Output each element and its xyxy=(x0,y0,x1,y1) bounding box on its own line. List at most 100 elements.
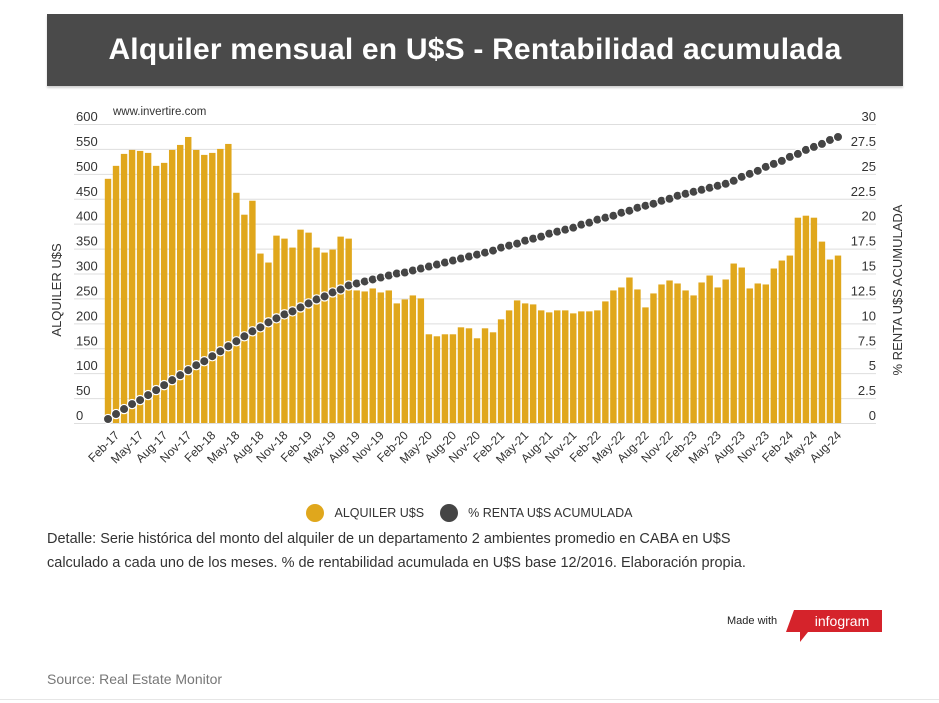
renta-point xyxy=(287,306,298,317)
bar xyxy=(754,283,761,423)
renta-point xyxy=(118,403,130,415)
bar xyxy=(193,149,200,423)
bar xyxy=(722,279,729,423)
bar xyxy=(144,152,152,424)
legend-item-alquiler[interactable]: ALQUILER U$S xyxy=(306,504,424,522)
legend-swatch-renta xyxy=(440,504,459,522)
bar xyxy=(281,238,288,423)
bar xyxy=(698,282,705,423)
legend-label-renta: % RENTA U$S ACUMULADA xyxy=(468,506,633,520)
bar xyxy=(401,299,409,423)
renta-point xyxy=(215,346,226,357)
bar xyxy=(465,328,473,423)
y-tick-label: 0 xyxy=(76,408,83,423)
renta-point xyxy=(142,389,154,401)
bar xyxy=(257,253,264,423)
bar xyxy=(176,144,184,423)
bar xyxy=(786,255,794,423)
bar xyxy=(385,290,392,423)
y-tick-label: 400 xyxy=(76,209,98,224)
watermark: www.invertire.com xyxy=(112,106,206,118)
infogram-logo[interactable]: infogram xyxy=(786,608,882,644)
bar xyxy=(650,293,657,423)
bar xyxy=(762,284,770,423)
renta-point xyxy=(752,165,763,177)
y2-tick-label: 2.5 xyxy=(858,383,876,398)
y-tick-label: 50 xyxy=(76,383,90,398)
bar xyxy=(545,312,553,423)
y-tick-label: 600 xyxy=(76,109,98,124)
bar xyxy=(682,290,689,423)
right-axis-title: % RENTA U$S ACUMULADA xyxy=(890,204,905,375)
renta-point xyxy=(175,369,186,381)
bar xyxy=(417,298,425,423)
bar xyxy=(626,277,633,423)
bar xyxy=(602,301,609,423)
bar xyxy=(746,288,753,423)
bar xyxy=(273,235,280,423)
bar xyxy=(361,291,368,423)
left-axis-ticks: 0 50 100 150 200 250 300 350 400 450 500 550 600 xyxy=(76,109,98,423)
bar xyxy=(449,334,457,423)
detail-line-2: calculado a cada uno de los meses. % de … xyxy=(47,555,746,571)
bar xyxy=(610,290,617,423)
bar xyxy=(425,334,433,423)
bar xyxy=(578,311,585,423)
bar xyxy=(481,328,489,423)
bar xyxy=(529,304,537,423)
bar xyxy=(136,150,144,423)
bar xyxy=(217,148,224,423)
bar xyxy=(241,214,248,423)
bar xyxy=(618,287,625,423)
infogram-logo-text: infogram xyxy=(815,613,869,629)
x-axis-ticks: Feb-17May-17Aug-17Nov-17Feb-18May-18Aug-… xyxy=(85,428,844,466)
bar xyxy=(826,259,834,423)
renta-point xyxy=(792,148,804,160)
bar xyxy=(297,229,304,423)
bar xyxy=(690,295,697,423)
bar xyxy=(489,332,497,423)
renta-point xyxy=(191,359,202,371)
bar xyxy=(265,262,272,423)
made-with-label: Made with xyxy=(727,615,778,627)
bar xyxy=(770,268,778,423)
bar xyxy=(802,215,810,423)
bar xyxy=(666,280,673,423)
bar xyxy=(706,275,713,423)
y2-tick-label: 10 xyxy=(862,308,876,323)
bar xyxy=(586,311,593,423)
bar xyxy=(457,327,465,423)
left-axis-title: ALQUILER U$S xyxy=(49,243,64,337)
y2-tick-label: 5 xyxy=(869,358,876,373)
y2-tick-label: 12.5 xyxy=(851,283,876,298)
bar xyxy=(562,310,569,423)
bar xyxy=(152,165,160,424)
bar xyxy=(473,338,481,423)
renta-point xyxy=(303,298,314,309)
bar-series xyxy=(104,136,842,424)
renta-point xyxy=(247,326,258,337)
renta-point xyxy=(110,408,122,420)
bar xyxy=(778,260,786,423)
y2-tick-label: 17.5 xyxy=(851,234,876,249)
bar xyxy=(554,310,561,423)
legend-swatch-alquiler xyxy=(306,504,325,522)
chart: 0 50 100 150 200 250 300 350 400 450 500 550 600 0 2.… xyxy=(49,106,905,466)
renta-point xyxy=(166,374,178,386)
bar xyxy=(353,290,360,423)
legend-item-renta[interactable]: % RENTA U$S ACUMULADA xyxy=(440,504,633,522)
renta-point xyxy=(776,155,788,167)
bar xyxy=(497,319,505,423)
y-tick-label: 500 xyxy=(76,159,98,174)
infogram-logo-badge xyxy=(786,610,882,642)
renta-point xyxy=(158,379,170,391)
bar xyxy=(642,307,649,423)
renta-point xyxy=(183,364,194,376)
bar xyxy=(313,247,320,423)
y-tick-label: 250 xyxy=(76,283,98,298)
bar xyxy=(714,287,721,423)
bar xyxy=(345,238,352,423)
bar xyxy=(834,255,842,423)
bar xyxy=(505,310,513,423)
bar xyxy=(289,247,296,423)
